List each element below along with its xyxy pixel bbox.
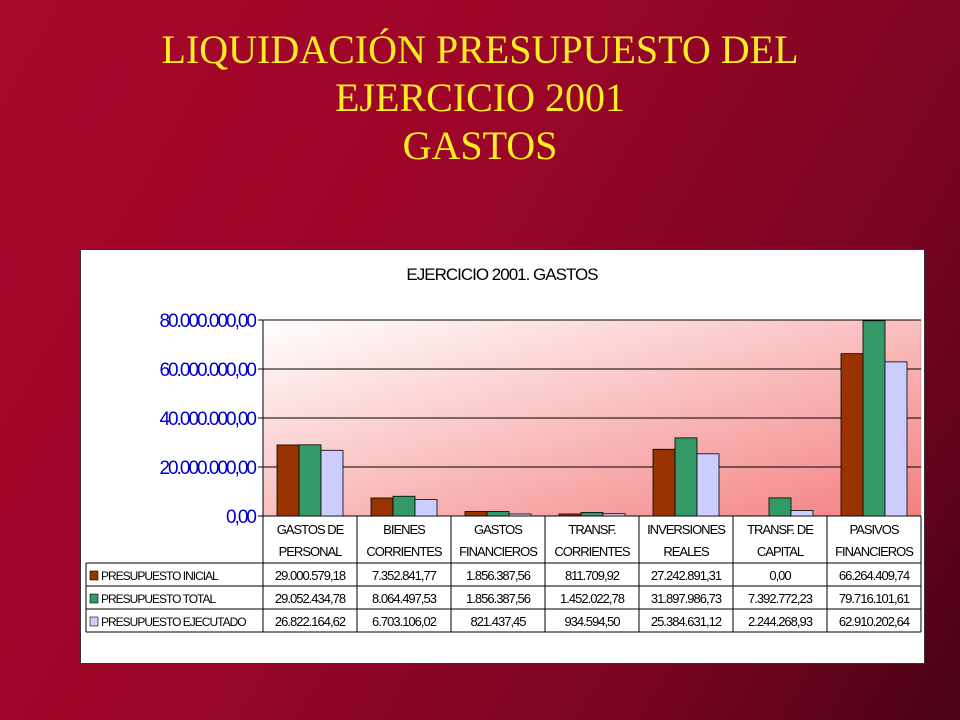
y-tick-label: 60.000.000,00 bbox=[159, 360, 256, 381]
legend-label: PRESUPUESTO TOTAL bbox=[101, 592, 216, 606]
data-table-cell: 62.910.202,64 bbox=[839, 614, 910, 629]
category-label: CORRIENTES bbox=[366, 544, 443, 559]
y-tick-label: 40.000.000,00 bbox=[159, 409, 256, 430]
data-table-cell: 2.244.268,93 bbox=[748, 614, 813, 629]
category-label: REALES bbox=[663, 544, 710, 559]
bar bbox=[768, 497, 792, 517]
chart-title: EJERCICIO 2001. GASTOS bbox=[406, 265, 598, 284]
legend-label: PRESUPUESTO EJECUTADO bbox=[101, 615, 246, 629]
bar bbox=[790, 510, 814, 517]
legend-key bbox=[89, 593, 99, 604]
slide-title-line-1: LIQUIDACIÓN PRESUPUESTO DEL bbox=[161, 27, 799, 72]
y-tick-label: 80.000.000,00 bbox=[159, 311, 256, 332]
data-table-cell: 79.716.101,61 bbox=[839, 591, 910, 606]
data-table-cell: 25.384.631,12 bbox=[651, 614, 722, 629]
bar bbox=[558, 513, 582, 517]
category-label: FINANCIEROS bbox=[459, 544, 538, 559]
data-table-cell: 31.897.986,73 bbox=[651, 591, 722, 606]
category-label: BIENES bbox=[383, 522, 426, 537]
data-table-cell: 934.594,50 bbox=[564, 614, 620, 629]
bar bbox=[320, 449, 344, 517]
bar bbox=[414, 499, 438, 517]
category-label: CORRIENTES bbox=[554, 544, 631, 559]
legend-key bbox=[89, 570, 99, 581]
data-table-cell: 27.242.891,31 bbox=[651, 568, 722, 583]
data-table-cell: 1.856.387,56 bbox=[466, 568, 531, 583]
category-label: TRANSF. bbox=[568, 522, 616, 537]
slide-title-line-3: GASTOS bbox=[402, 123, 558, 168]
data-table-cell: 8.064.497,53 bbox=[372, 591, 437, 606]
bar bbox=[652, 448, 676, 517]
bar bbox=[840, 353, 864, 517]
category-label: CAPITAL bbox=[757, 544, 804, 559]
bar bbox=[862, 320, 886, 517]
data-table-cell: 29.000.579,18 bbox=[275, 568, 346, 583]
bar bbox=[580, 512, 604, 517]
category-label: TRANSF. DE bbox=[747, 522, 814, 537]
y-tick-label: 0,00 bbox=[226, 507, 256, 528]
data-table-cell: 821.437,45 bbox=[470, 614, 526, 629]
bar bbox=[486, 511, 510, 517]
data-table-cell: 29.052.434,78 bbox=[275, 591, 346, 606]
y-tick-label: 20.000.000,00 bbox=[159, 458, 256, 479]
bar bbox=[508, 513, 532, 517]
data-table-cell: 1.856.387,56 bbox=[466, 591, 531, 606]
slide-title: LIQUIDACIÓN PRESUPUESTO DEL EJERCICIO 20… bbox=[0, 26, 960, 170]
data-table-cell: 66.264.409,74 bbox=[839, 568, 910, 583]
bar bbox=[464, 511, 488, 517]
data-table-cell: 6.703.106,02 bbox=[372, 614, 437, 629]
category-label: FINANCIEROS bbox=[835, 544, 914, 559]
data-table-cell: 811.709,92 bbox=[565, 568, 620, 583]
bar-chart: EJERCICIO 2001. GASTOS 0,00 20.000.000,00 4… bbox=[85, 265, 922, 633]
category-label: GASTOS bbox=[474, 522, 523, 537]
bar bbox=[696, 453, 720, 517]
bar bbox=[370, 497, 394, 517]
bar bbox=[674, 437, 698, 517]
slide-title-line-2: EJERCICIO 2001 bbox=[335, 75, 625, 120]
category-label: PASIVOS bbox=[849, 522, 899, 537]
data-table-cell: 0,00 bbox=[769, 568, 791, 583]
data-table-cell: 26.822.164,62 bbox=[275, 614, 346, 629]
category-label: GASTOS DE bbox=[277, 522, 345, 537]
bar bbox=[392, 495, 416, 517]
bar bbox=[602, 513, 626, 517]
data-table-cell: 7.392.772,23 bbox=[748, 591, 813, 606]
bar bbox=[884, 361, 908, 517]
bar bbox=[298, 444, 322, 517]
bar bbox=[276, 444, 300, 517]
legend-label: PRESUPUESTO INICIAL bbox=[101, 569, 219, 583]
data-table-cell: 1.452.022,78 bbox=[560, 591, 625, 606]
legend-key bbox=[89, 616, 99, 627]
chart-container: EJERCICIO 2001. GASTOS 0,00 20.000.000,00 4… bbox=[80, 249, 925, 664]
category-label: PERSONAL bbox=[279, 544, 343, 559]
category-label: INVERSIONES bbox=[647, 522, 726, 537]
data-table-cell: 7.352.841,77 bbox=[372, 568, 437, 583]
